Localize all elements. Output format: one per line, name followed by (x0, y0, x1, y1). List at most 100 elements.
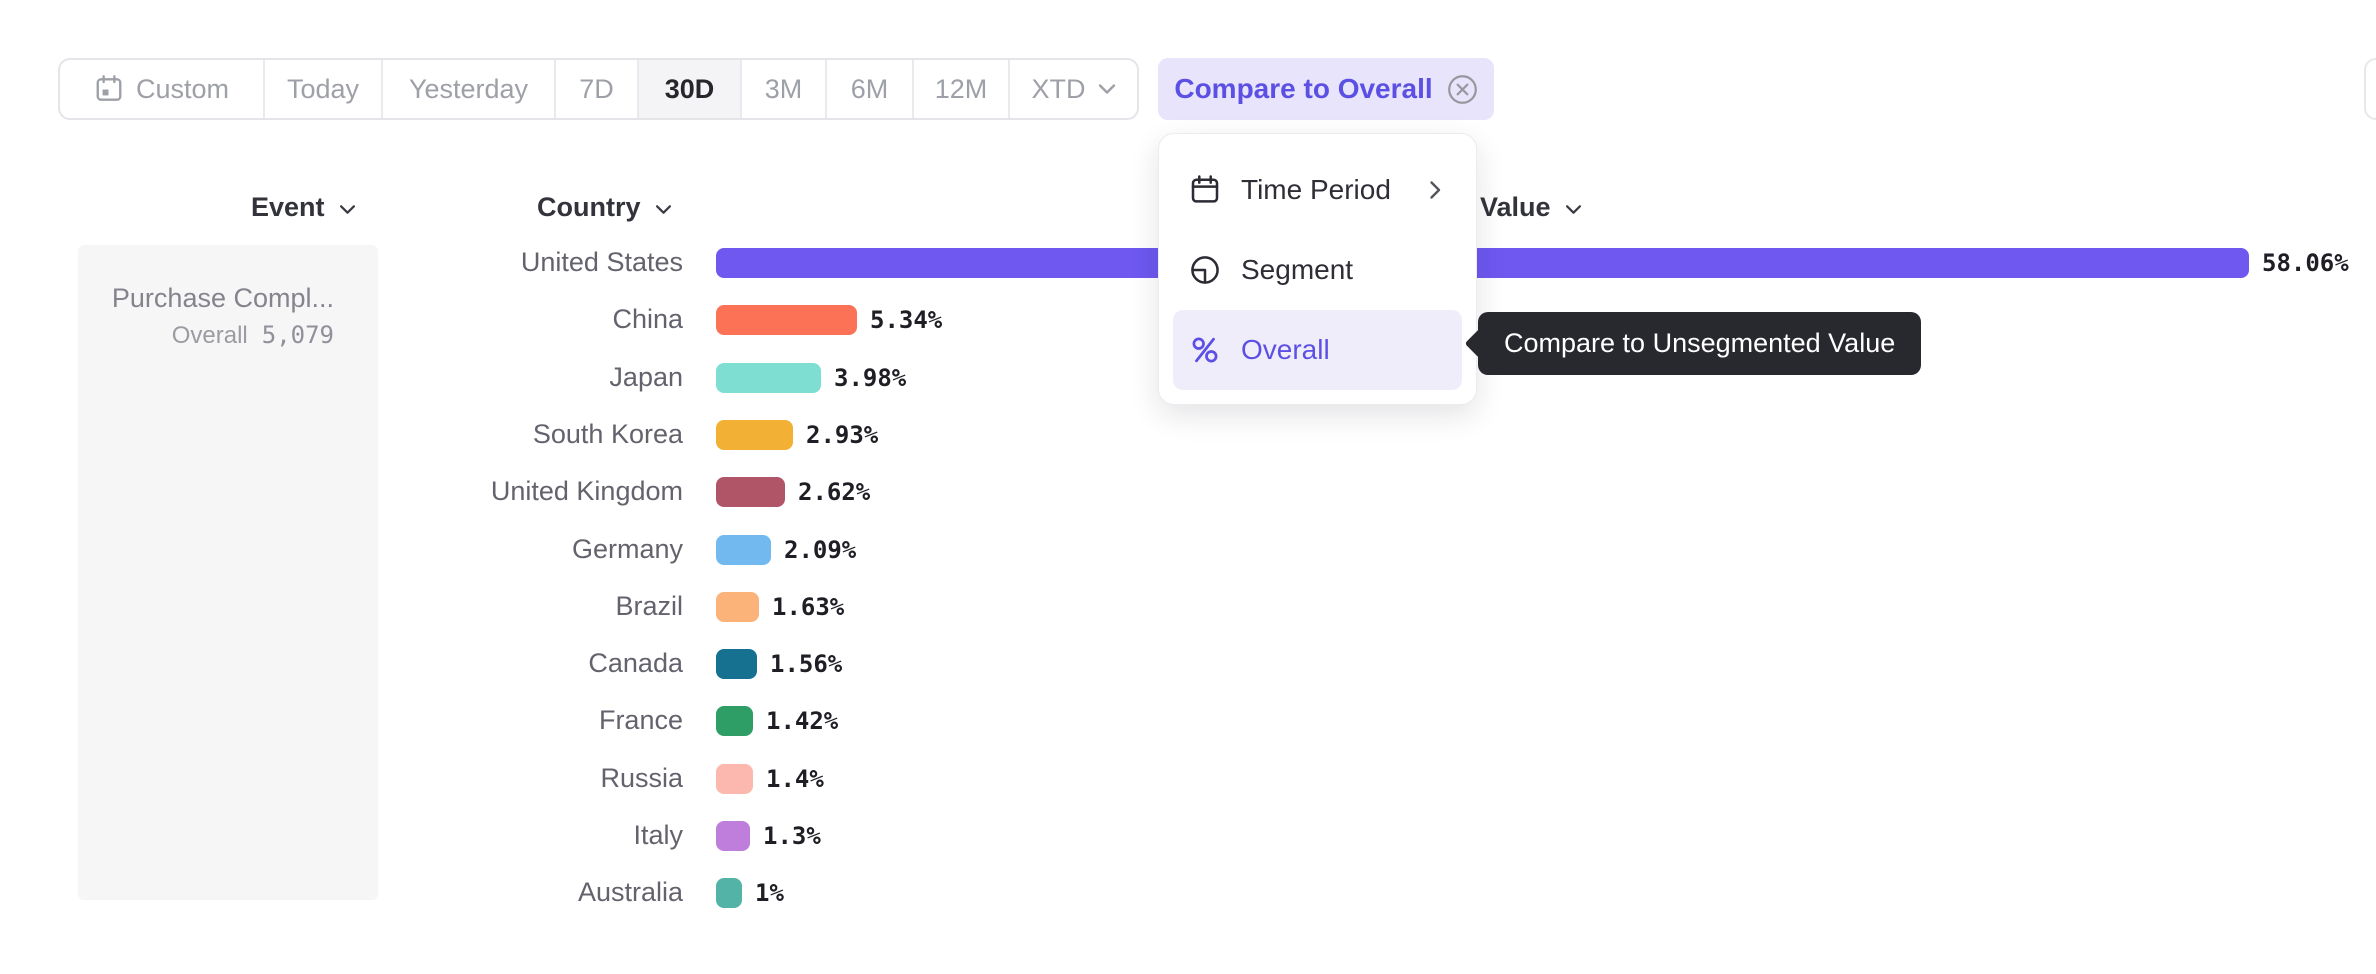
toolbar-item-label: 3M (764, 73, 803, 104)
chevron-down-icon (655, 204, 671, 214)
country-label: Russia (600, 763, 683, 793)
bar-value: 1.42% (766, 706, 839, 735)
chart-row-australia: Australia 1% (380, 864, 784, 921)
toolbar-item-custom[interactable]: Custom (60, 60, 265, 118)
bar-value: 1.3% (763, 821, 821, 850)
bar-segment[interactable] (716, 534, 771, 565)
bar-value: 58.06% (2262, 248, 2349, 277)
toolbar-item-label: Today (286, 73, 360, 104)
date-range-toolbar: Custom Today Yesterday 7D 30D 3M 6M 12M … (58, 58, 1139, 120)
bar-segment[interactable] (716, 705, 753, 736)
chevron-right-icon (1430, 181, 1441, 199)
chart-row-germany: Germany 2.09% (380, 521, 856, 578)
toolbar-item-label: 7D (579, 73, 614, 104)
chevron-down-icon (339, 204, 355, 214)
event-overall-row: Overall 5,079 (98, 321, 334, 350)
tooltip: Compare to Unsegmented Value (1464, 312, 1922, 375)
column-header-country[interactable]: Country (537, 190, 672, 224)
menu-item-label: Time Period (1241, 174, 1391, 205)
column-header-event[interactable]: Event (251, 190, 356, 224)
toolbar-item-7d[interactable]: 7D (556, 60, 639, 118)
bar-value: 1.63% (772, 592, 845, 621)
toolbar-item-30d[interactable]: 30D (639, 60, 742, 118)
chart-row-japan: Japan 3.98% (380, 349, 906, 406)
percent-icon (1192, 337, 1218, 363)
chart-row-united-states: United States 58.06% (380, 234, 2349, 291)
bar-segment[interactable] (716, 820, 750, 851)
calendar-icon (96, 75, 122, 101)
overall-label: Overall (171, 322, 248, 349)
bar-segment[interactable] (716, 877, 742, 908)
chevron-down-icon (1565, 204, 1581, 214)
bar-value: 5.34% (870, 305, 943, 334)
column-header-label: Country (537, 191, 641, 222)
country-label: Germany (571, 534, 683, 564)
toolbar-item-yesterday[interactable]: Yesterday (383, 60, 556, 118)
column-header-label: Value (1480, 191, 1551, 222)
bar-value: 1.4% (766, 764, 824, 793)
bar-value: 2.62% (798, 477, 871, 506)
bar-segment[interactable] (716, 247, 2249, 278)
chart-row-france: France 1.42% (380, 692, 838, 749)
bar-segment[interactable] (716, 419, 793, 450)
compare-dropdown-menu: Time Period Segment Overall (1158, 133, 1477, 405)
country-label: Brazil (615, 591, 683, 621)
toolbar-item-today[interactable]: Today (265, 60, 383, 118)
event-card[interactable]: Purchase Compl... Overall 5,079 (78, 245, 378, 900)
bar-segment[interactable] (716, 304, 857, 335)
bar-value: 1.56% (770, 649, 843, 678)
segment-icon (1191, 256, 1219, 284)
event-name: Purchase Compl... (111, 283, 334, 313)
country-label: Canada (588, 648, 683, 678)
column-header-value[interactable]: Value (1480, 190, 1582, 224)
menu-item-label: Overall (1241, 334, 1330, 365)
country-label: China (612, 304, 683, 334)
compare-to-overall-button[interactable]: Compare to Overall (1158, 58, 1494, 120)
chart-row-china: China 5.34% (380, 291, 942, 348)
toolbar-item-12m[interactable]: 12M (914, 60, 1010, 118)
toolbar-item-xtd[interactable]: XTD (1010, 60, 1137, 118)
bar-value: 1% (755, 878, 784, 907)
bar-value: 2.09% (784, 535, 857, 564)
toolbar-item-label: Yesterday (408, 73, 529, 104)
country-label: France (598, 705, 683, 735)
tooltip-text: Compare to Unsegmented Value (1504, 328, 1896, 358)
country-label: Japan (609, 362, 683, 392)
chart-row-canada: Canada 1.56% (380, 635, 842, 692)
bar-segment[interactable] (716, 362, 821, 393)
chart-row-south-korea: South Korea 2.93% (380, 406, 878, 463)
chart-row-united-kingdom: United Kingdom 2.62% (380, 463, 870, 520)
country-label: Australia (577, 877, 683, 907)
country-label: Italy (633, 820, 683, 850)
chevron-down-icon (1098, 84, 1115, 94)
bar-value: 2.93% (806, 420, 879, 449)
compare-to-overall-label: Compare to Overall (1174, 73, 1433, 104)
bar-segment[interactable] (716, 648, 757, 679)
menu-item-time-period[interactable]: Time Period (1173, 150, 1462, 230)
country-label: South Korea (532, 419, 683, 449)
bar-segment[interactable] (716, 763, 753, 794)
chart-row-brazil: Brazil 1.63% (380, 578, 844, 635)
toolbar-item-label: 30D (664, 73, 715, 104)
country-label: United States (520, 247, 683, 277)
menu-item-segment[interactable]: Segment (1173, 230, 1462, 310)
chart-row-italy: Italy 1.3% (380, 807, 821, 864)
toolbar-item-3m[interactable]: 3M (742, 60, 827, 118)
toolbar-item-label: 6M (850, 73, 889, 104)
chart-row-russia: Russia 1.4% (380, 750, 824, 807)
menu-item-overall[interactable]: Overall (1173, 310, 1462, 390)
close-circle-icon[interactable] (1447, 74, 1478, 105)
country-label: United Kingdom (490, 476, 683, 506)
bar-segment[interactable] (716, 476, 785, 507)
clipped-button[interactable] (2364, 58, 2376, 120)
toolbar-item-6m[interactable]: 6M (827, 60, 914, 118)
column-header-label: Event (251, 191, 325, 222)
toolbar-item-label: 12M (934, 73, 988, 104)
bar-segment[interactable] (716, 591, 759, 622)
overall-value: 5,079 (261, 321, 334, 349)
bar-value: 3.98% (834, 363, 907, 392)
menu-item-label: Segment (1241, 254, 1354, 285)
calendar-icon (1191, 175, 1219, 203)
